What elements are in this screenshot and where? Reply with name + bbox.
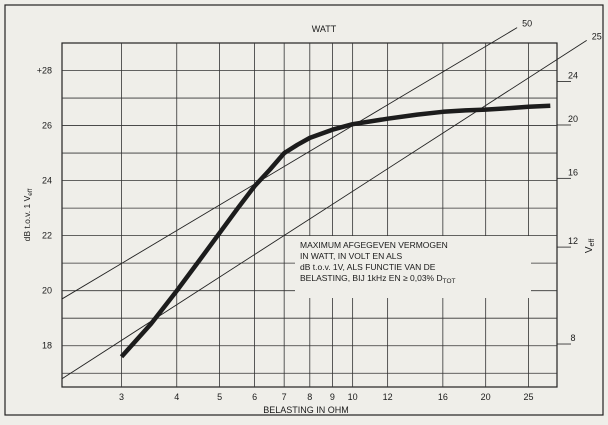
x-tick-label: 20 (481, 392, 491, 402)
y-tick-label-right: 12 (568, 236, 578, 246)
x-tick-label: 6 (252, 392, 257, 402)
grid (61, 42, 558, 388)
reference-lines: 50 25 (61, 19, 602, 380)
annotation-line-4: BELASTING, BIJ 1kHz EN ≥ 0,03% DTOT (300, 273, 456, 285)
y-tick-label-left: 22 (42, 231, 52, 241)
series (119, 103, 551, 359)
series-line (119, 103, 551, 359)
annotation-line-4-text: BELASTING, BIJ 1kHz EN ≥ 0,03% D (300, 273, 443, 283)
chart-title: WATT (312, 24, 337, 34)
x-tick-label: 5 (217, 392, 222, 402)
y-tick-label-left: +28 (37, 66, 52, 76)
y-tick-label-left: 20 (42, 286, 52, 296)
y-right-label-sub: eff (589, 239, 596, 247)
x-tick-label: 4 (174, 392, 179, 402)
y-tick-label-left: 18 (42, 341, 52, 351)
y-tick-label-right: 16 (568, 167, 578, 177)
x-tick-label: 3 (119, 392, 124, 402)
y-axis-left-label: dB t.o.v. 1 Veff (22, 188, 34, 241)
x-tick-label: 8 (307, 392, 312, 402)
y-tick-label-right: 24 (568, 70, 578, 80)
x-axis-label: BELASTING IN OHM (263, 405, 349, 415)
x-tick-label: 25 (524, 392, 534, 402)
x-tick-label: 10 (348, 392, 358, 402)
x-tick-label: 7 (282, 392, 287, 402)
x-tick-label: 16 (438, 392, 448, 402)
y-left-label-text: dB t.o.v. 1 V (22, 195, 32, 241)
y-tick-label-left: 26 (42, 121, 52, 131)
annotation-line-3: dB t.o.v. 1V, ALS FUNCTIE VAN DE (300, 262, 436, 272)
annotation-bg (295, 236, 531, 298)
reference-line (61, 27, 518, 300)
annotation-sub-tot: TOT (443, 278, 456, 285)
svg-text:dB t.o.v. 1 Veff: dB t.o.v. 1 Veff (22, 188, 34, 241)
svg-text:Veff: Veff (584, 239, 596, 253)
y-axis-right-label: Veff (584, 239, 596, 253)
outer-frame (4, 4, 604, 416)
y-tick-label-left: 24 (42, 176, 52, 186)
y-tick-label-right: 8 (570, 333, 575, 343)
reference-line (61, 39, 587, 380)
tick-labels: 3 4 5 6 7 8 9 10 12 16 20 25 18 20 22 24 26 +28 8 12 16 20 24 (37, 66, 578, 402)
y-right-label-text: V (584, 246, 595, 253)
annotation-line-1: MAXIMUM AFGEGEVEN VERMOGEN (300, 240, 448, 250)
y-left-label-sub: eff (27, 188, 34, 195)
reference-line-label: 50 (522, 19, 532, 29)
annotation-line-2: IN WATT, IN VOLT EN ALS (300, 251, 403, 261)
y-tick-label-right: 20 (568, 114, 578, 124)
x-tick-label: 12 (383, 392, 393, 402)
x-tick-label: 9 (330, 392, 335, 402)
reference-line-label: 25 (592, 31, 602, 41)
